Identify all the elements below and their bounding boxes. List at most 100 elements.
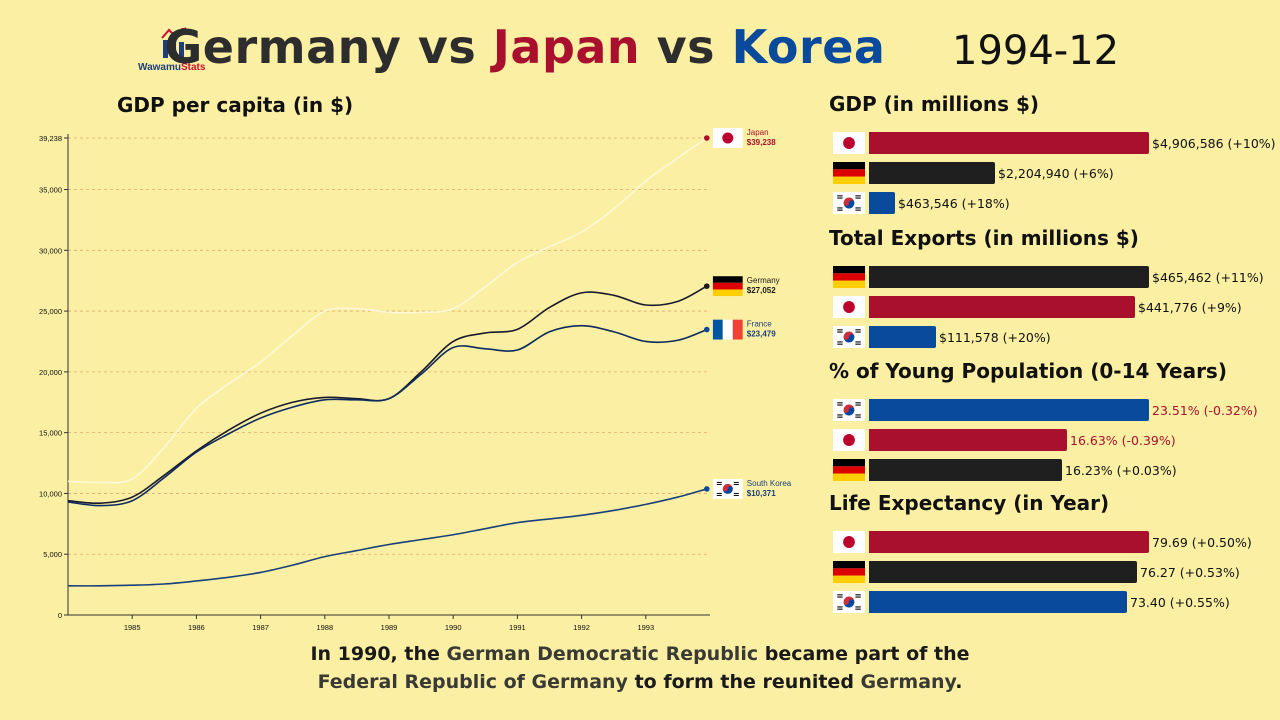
bar-korea (869, 591, 1127, 613)
bar-value-label: $2,204,940 (+6%) (998, 166, 1114, 181)
germany-series-line (67, 285, 708, 505)
korea-flag-icon (833, 399, 865, 421)
bar-germany (869, 162, 995, 184)
korea-flag-icon (712, 478, 743, 499)
x-tick-label: 1986 (188, 623, 205, 632)
japan-flag-icon (712, 128, 743, 148)
flag-japan (833, 429, 865, 451)
bar-value-label: 76.27 (+0.53%) (1140, 565, 1240, 580)
bar-korea (869, 326, 936, 348)
footnote-line-2: Federal Republic of Germany to form the … (317, 671, 963, 693)
x-tick-label: 1989 (381, 623, 398, 632)
bar-value-label: 16.23% (+0.03%) (1065, 463, 1177, 478)
headline: Germany vs Japan vs Korea (0, 20, 1280, 74)
section-title: GDP (in millions $) (829, 92, 1039, 116)
germany-series-name: Germany (747, 276, 780, 285)
bar-germany (869, 266, 1149, 288)
section-title: Total Exports (in millions $) (829, 226, 1139, 250)
france-endpoint-marker (703, 326, 710, 333)
headline-vs-2: vs (640, 20, 732, 74)
headline-vs-1: vs (401, 20, 493, 74)
x-tick-label: 1985 (124, 623, 141, 632)
bar-value-label: $465,462 (+11%) (1152, 270, 1264, 285)
period-label: 1994-12 (952, 28, 1120, 74)
flag-japan (833, 296, 865, 318)
korea-flag-icon (833, 591, 865, 613)
y-tick-label: 35,000 (39, 186, 62, 195)
japan-flag-icon (833, 531, 865, 553)
flag-korea (833, 591, 865, 613)
flag-korea (833, 399, 865, 421)
headline-country-2: Japan (492, 20, 641, 74)
bar-korea (869, 192, 895, 214)
japan-series-line (67, 137, 708, 484)
south-korea-series-value: $10,371 (747, 489, 776, 498)
south-korea-series-line (67, 488, 708, 587)
france-series-value: $23,479 (747, 330, 776, 339)
footnote: In 1990, the German Democratic Republic … (0, 640, 1280, 696)
france-flag-icon (712, 319, 743, 340)
germany-flag-icon (833, 266, 865, 288)
y-tick-label: 0 (58, 611, 62, 620)
japan-flag-icon (833, 132, 865, 154)
flag-japan (833, 132, 865, 154)
bar-chart-icon (161, 27, 187, 58)
korea-flag-icon (833, 326, 865, 348)
y-tick-label: 5,000 (43, 550, 62, 559)
bar-value-label: 79.69 (+0.50%) (1152, 535, 1252, 550)
y-tick-label: 39,238 (39, 134, 62, 143)
section-title: % of Young Population (0-14 Years) (829, 359, 1227, 383)
flag-korea (833, 326, 865, 348)
japan-endpoint-marker (703, 135, 710, 141)
y-tick-label: 10,000 (39, 489, 62, 498)
france-series-name: France (747, 320, 772, 329)
x-tick-label: 1992 (573, 623, 590, 632)
bar-korea (869, 399, 1149, 421)
bar-japan (869, 296, 1135, 318)
japan-series-name: Japan (747, 128, 769, 137)
south-korea-endpoint-marker (703, 486, 710, 492)
france-series-line (67, 324, 708, 507)
y-tick-label: 20,000 (39, 368, 62, 377)
flag-germany (833, 162, 865, 184)
x-tick-label: 1988 (316, 623, 333, 632)
bar-germany (869, 561, 1137, 583)
bar-japan (869, 531, 1149, 553)
x-tick-label: 1987 (252, 623, 269, 632)
bar-value-label: 16.63% (-0.39%) (1070, 433, 1176, 448)
brand-logo: WawamuStats (138, 26, 218, 76)
flag-germany (833, 561, 865, 583)
flag-germany (833, 459, 865, 481)
germany-flag-icon (712, 276, 743, 297)
south-korea-series-name: South Korea (747, 479, 792, 488)
footnote-line-1: In 1990, the German Democratic Republic … (310, 643, 970, 665)
korea-flag-icon (833, 192, 865, 214)
bar-germany (869, 459, 1062, 481)
bar-value-label: $441,776 (+9%) (1138, 300, 1242, 315)
bar-value-label: 73.40 (+0.55%) (1130, 595, 1230, 610)
japan-flag-icon (833, 429, 865, 451)
japan-flag-icon (833, 296, 865, 318)
x-tick-label: 1993 (637, 623, 654, 632)
flag-japan (833, 531, 865, 553)
flag-korea (833, 192, 865, 214)
bar-value-label: $111,578 (+20%) (939, 330, 1051, 345)
germany-flag-icon (833, 561, 865, 583)
section-title: Life Expectancy (in Year) (829, 491, 1110, 515)
germany-endpoint-marker (703, 283, 710, 289)
bar-value-label: $4,906,586 (+10%) (1152, 136, 1276, 151)
y-tick-label: 30,000 (39, 246, 62, 255)
bar-value-label: $463,546 (+18%) (898, 196, 1010, 211)
germany-flag-icon (833, 459, 865, 481)
germany-series-value: $27,052 (747, 286, 776, 295)
bar-japan (869, 132, 1149, 154)
bar-japan (869, 429, 1067, 451)
gdp-per-capita-line-chart: 0 5,000 10,000 15,000 20,000 25,000 30,000 35,0… (39, 128, 792, 632)
headline-country-3: Korea (731, 20, 886, 74)
japan-series-value: $39,238 (747, 138, 776, 147)
brand-name: WawamuStats (138, 62, 206, 73)
germany-flag-icon (833, 162, 865, 184)
flag-germany (833, 266, 865, 288)
chart-title: GDP per capita (in $) (117, 93, 354, 117)
x-tick-label: 1991 (509, 623, 526, 632)
